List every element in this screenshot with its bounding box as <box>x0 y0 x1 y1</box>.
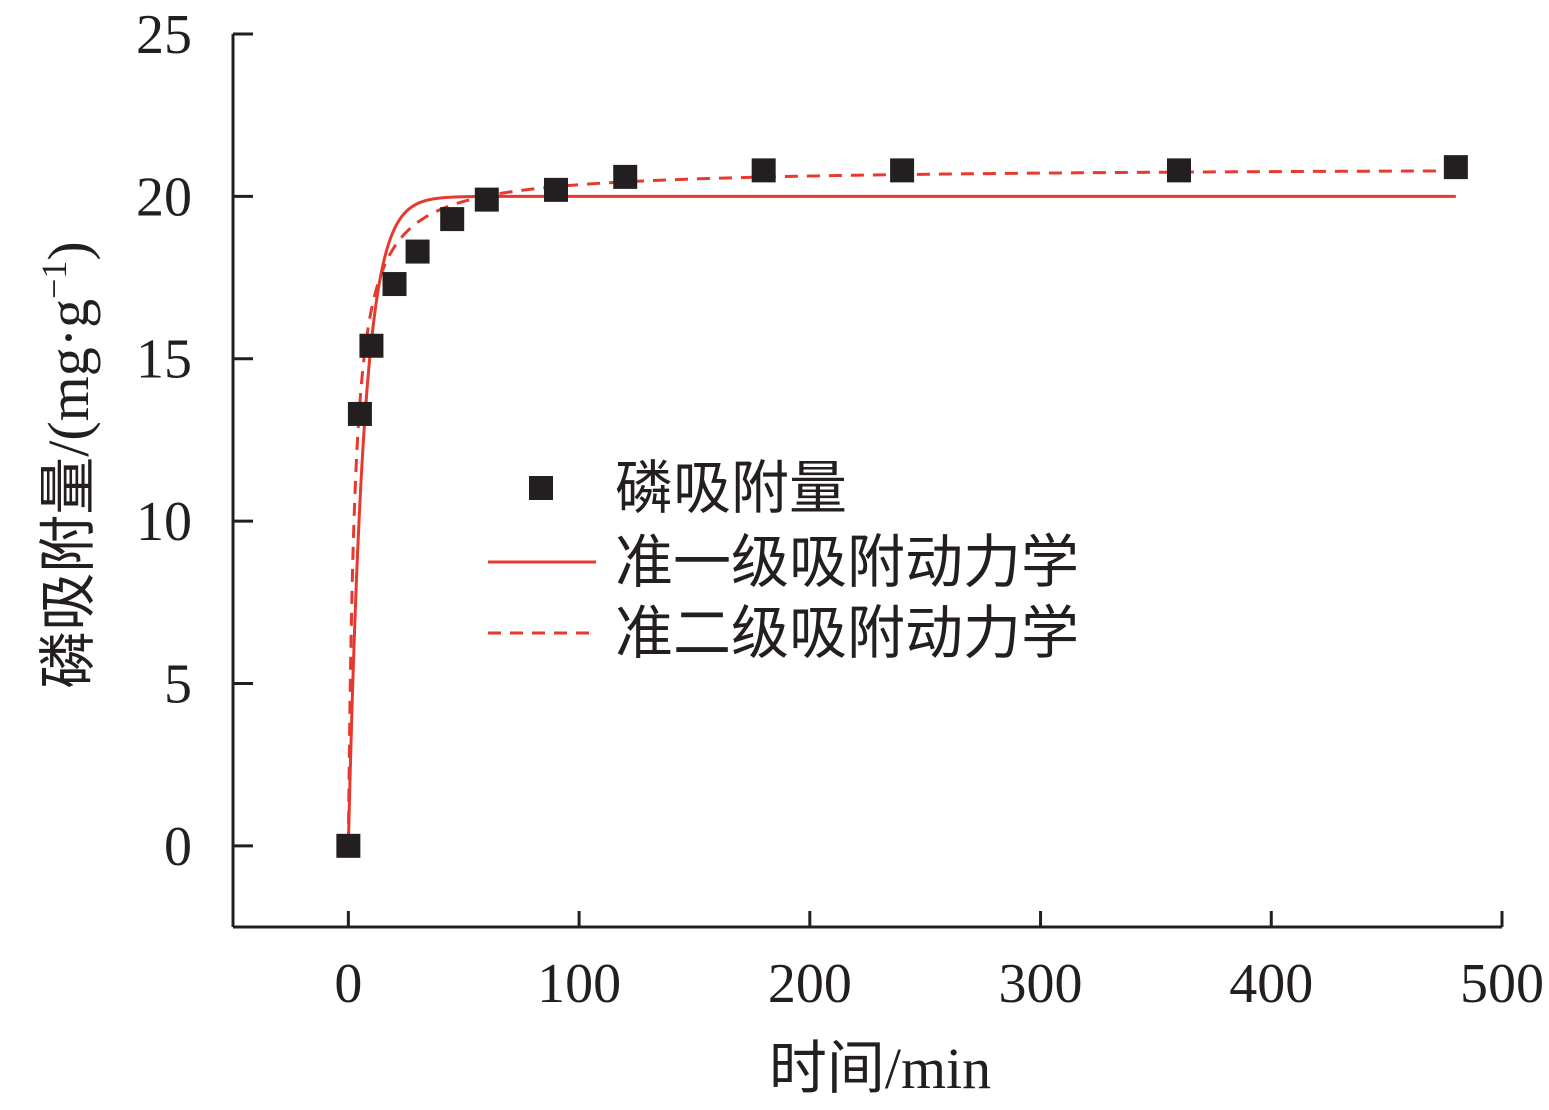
data-point <box>405 239 430 264</box>
data-point <box>336 833 361 858</box>
fit-lines <box>346 169 1456 846</box>
x-tick-label: 100 <box>537 953 621 1015</box>
x-tick-label: 0 <box>334 953 362 1015</box>
x-tick-label: 300 <box>999 953 1083 1015</box>
series-line-pseudo-first-order <box>346 194 1456 846</box>
data-point <box>544 177 569 202</box>
legend-marker <box>529 476 553 500</box>
legend-label: 准一级吸附动力学 <box>615 530 1079 595</box>
tick-marks <box>233 32 1504 927</box>
y-axis-title-main: 磷吸附量/(mg·g <box>36 299 101 689</box>
data-point <box>890 158 915 183</box>
axes <box>231 34 1502 929</box>
y-axis-title-sup: −1 <box>34 261 74 299</box>
data-point <box>382 272 407 297</box>
x-tick-label: 500 <box>1460 953 1544 1015</box>
data-point <box>1443 155 1468 180</box>
y-tick-label: 20 <box>136 166 192 228</box>
tick-labels: 0 100 200 300 400 500 0 5 10 15 20 25 <box>136 4 1544 1015</box>
y-axis-title-close: ) <box>36 241 101 260</box>
x-tick-label: 400 <box>1229 953 1313 1015</box>
data-point <box>359 333 384 358</box>
data-point <box>613 164 638 189</box>
legend-label: 准二级吸附动力学 <box>615 601 1079 666</box>
data-point <box>474 187 499 212</box>
x-tick-label: 200 <box>768 953 852 1015</box>
y-tick-label: 0 <box>164 816 192 878</box>
data-point <box>751 158 776 183</box>
y-tick-label: 10 <box>136 491 192 553</box>
data-points <box>336 155 1468 858</box>
data-point <box>1166 158 1191 183</box>
y-tick-label: 25 <box>136 4 192 66</box>
x-axis-title: 时间/min <box>769 1036 991 1101</box>
y-axis-title: 磷吸附量/(mg·g−1) <box>34 241 101 689</box>
y-tick-label: 15 <box>136 329 192 391</box>
data-point <box>440 207 465 232</box>
data-point <box>347 401 372 426</box>
series-line-pseudo-second-order <box>346 169 1456 846</box>
y-tick-label: 5 <box>164 653 192 715</box>
legend-label: 磷吸附量 <box>615 456 847 521</box>
